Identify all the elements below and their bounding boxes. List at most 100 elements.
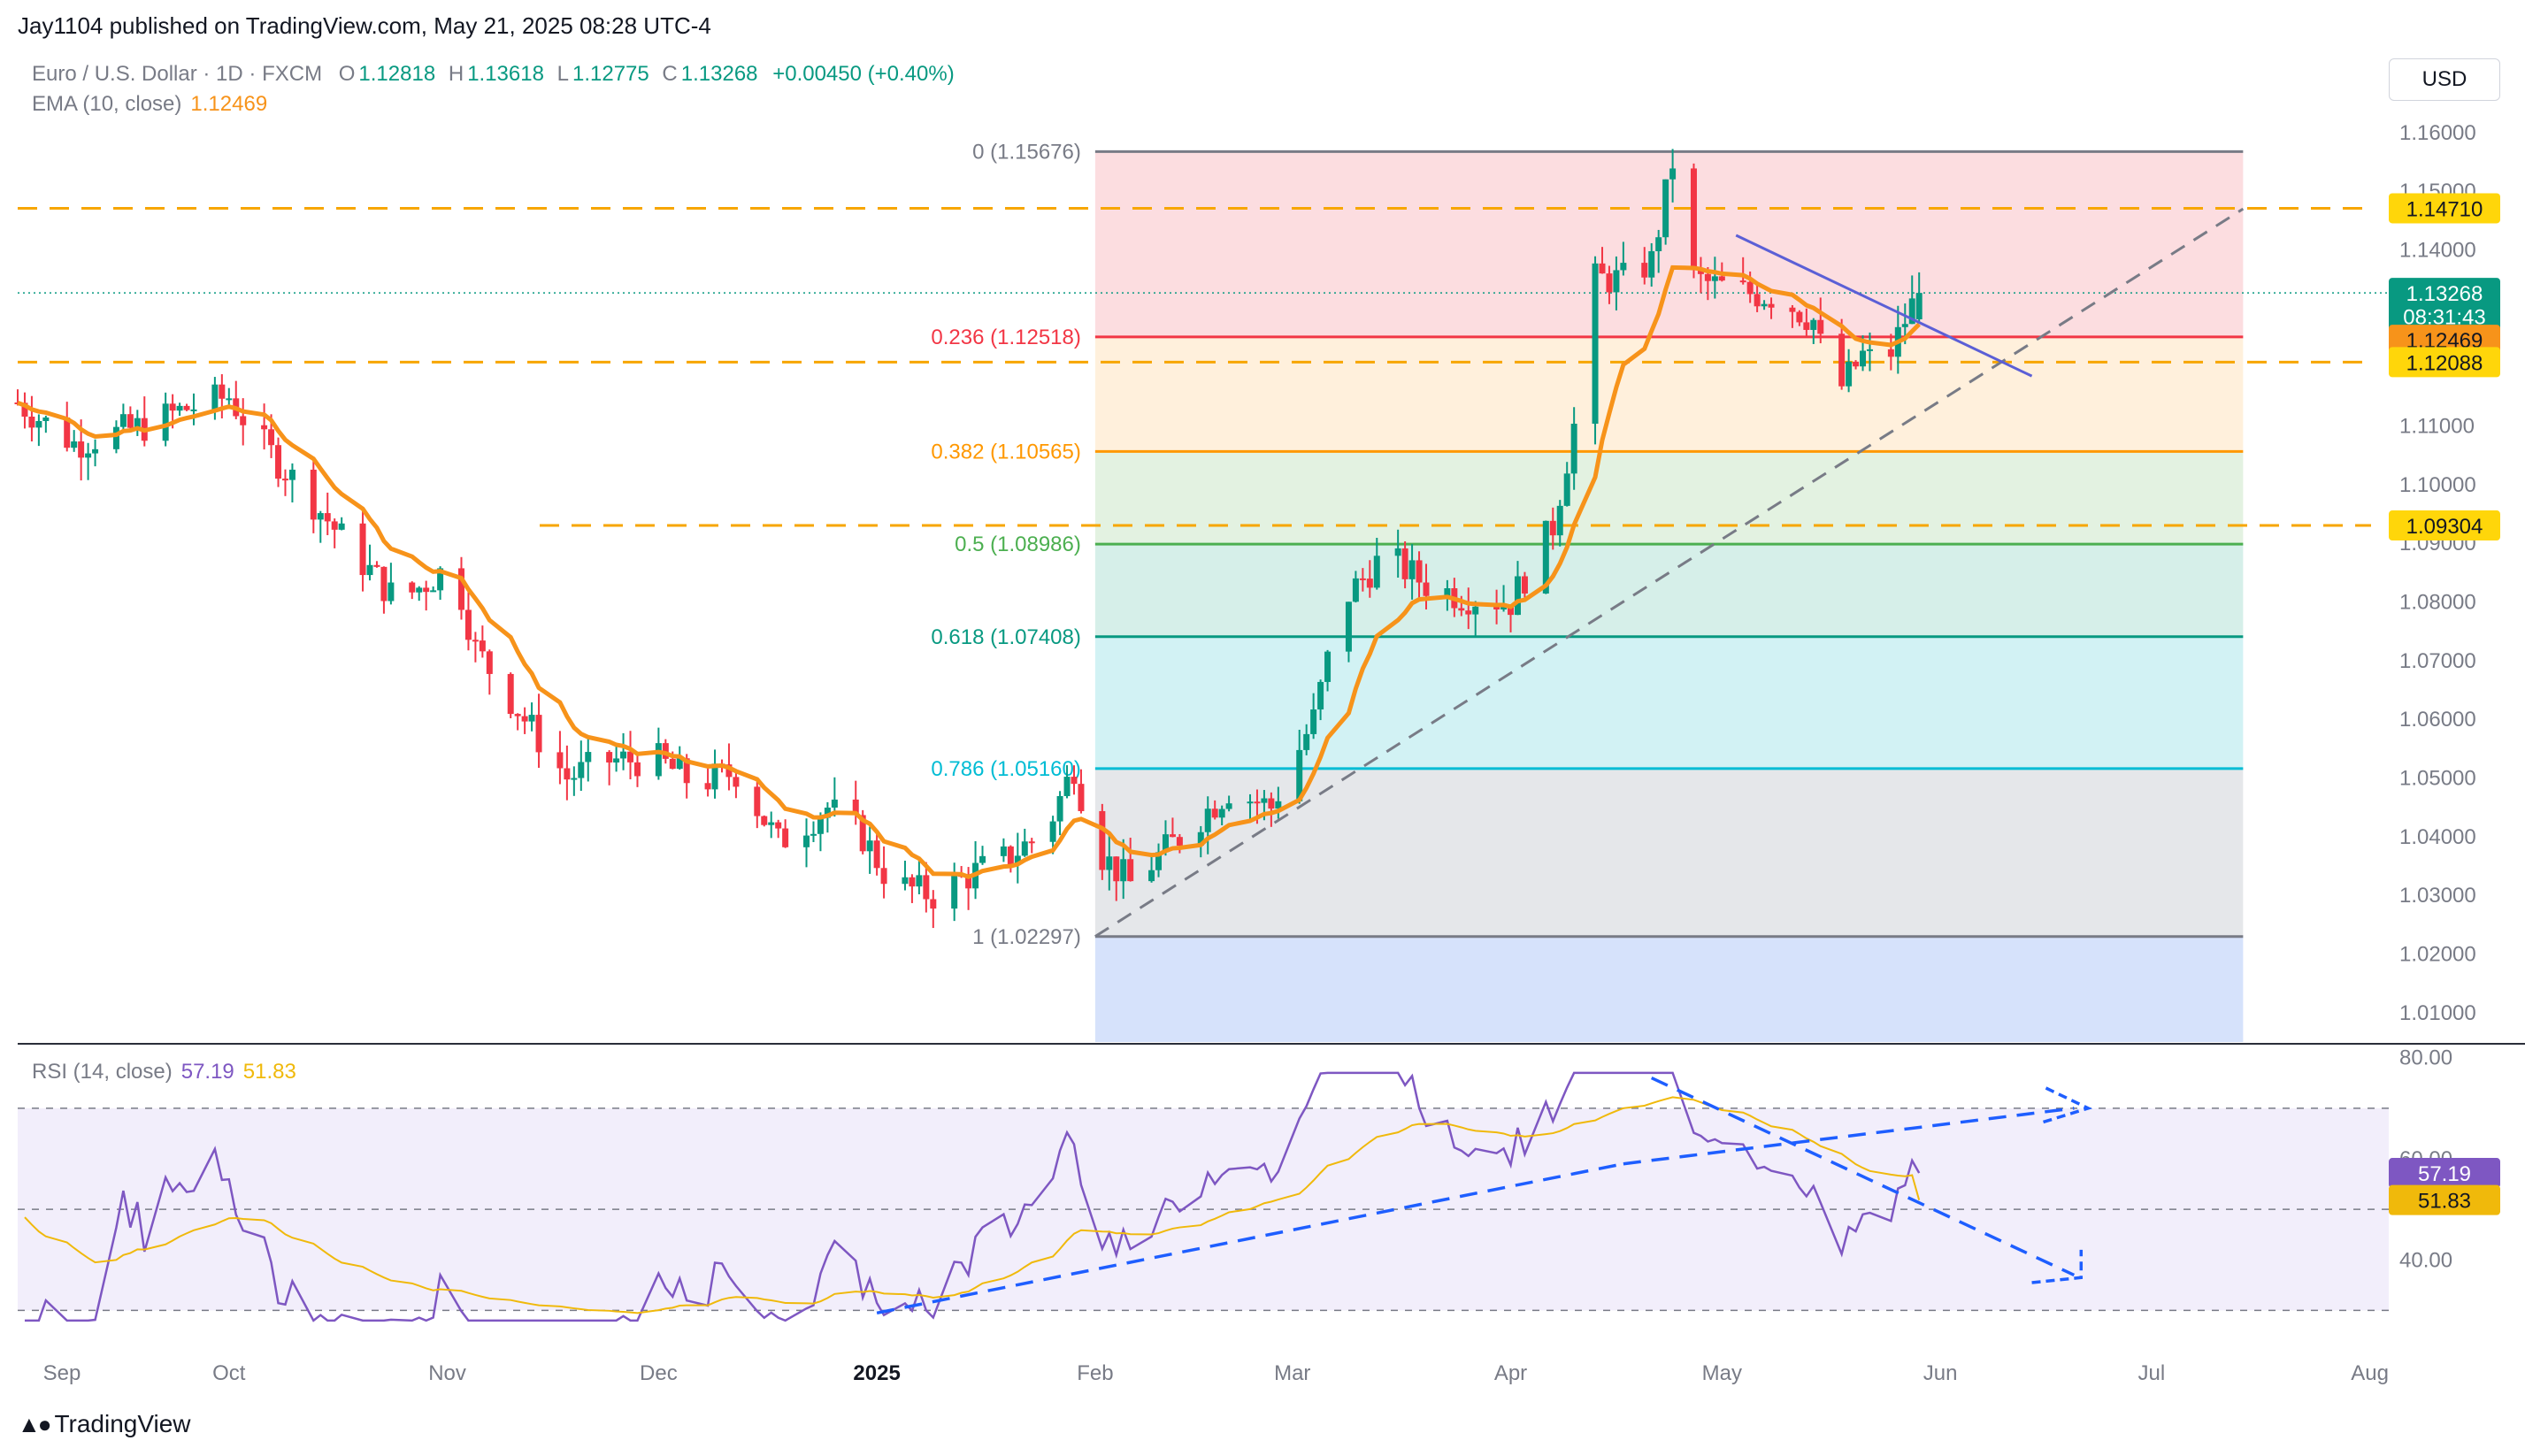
rsi-line xyxy=(24,1071,1921,1322)
candle-body xyxy=(1789,307,1796,312)
time-axis-tick: Dec xyxy=(640,1361,678,1385)
candle-body xyxy=(655,743,662,777)
candle-body xyxy=(880,868,887,885)
open-value: 1.12818 xyxy=(358,62,436,86)
candle-body xyxy=(472,640,479,642)
candle-body xyxy=(1197,831,1204,846)
candle-body xyxy=(464,609,472,640)
candle-body xyxy=(1401,548,1408,579)
open-label: O xyxy=(338,62,356,86)
candle-body xyxy=(211,384,219,410)
candle-body xyxy=(42,417,50,421)
candle-body xyxy=(1838,333,1846,387)
candle-body xyxy=(521,716,528,722)
candle-body xyxy=(1275,801,1282,809)
candle-body xyxy=(1444,587,1451,596)
candle-body xyxy=(1620,263,1627,271)
candle-body xyxy=(627,751,634,762)
price-axis-tick: 1.04000 xyxy=(2399,825,2476,849)
candle-body xyxy=(909,877,916,887)
fib-level-label: 0.786 (1.05160) xyxy=(931,757,1080,781)
candle-body xyxy=(1359,578,1366,580)
candle-body xyxy=(810,833,817,836)
candle-body xyxy=(1120,859,1127,882)
candle-body xyxy=(514,714,521,717)
candle-body xyxy=(430,590,437,593)
change-value: +0.00450 (+0.40%) xyxy=(772,62,955,86)
candle-body xyxy=(317,513,324,520)
candle-body xyxy=(219,384,226,399)
candle-body xyxy=(1261,798,1268,803)
candle-body xyxy=(831,799,838,808)
price-axis-tick: 1.03000 xyxy=(2399,884,2476,908)
candle-body xyxy=(331,521,338,530)
candle-body xyxy=(162,403,169,441)
candle-body xyxy=(457,568,464,610)
candle-body xyxy=(725,764,733,778)
candle-body xyxy=(1866,349,1873,351)
candle-body xyxy=(965,876,972,889)
candle-body xyxy=(1704,273,1711,281)
falling-resistance-trendline xyxy=(1735,234,2033,378)
price-axis-tick: 1.08000 xyxy=(2399,591,2476,615)
candle-body xyxy=(288,469,295,480)
candle-body xyxy=(486,651,493,674)
candle-body xyxy=(1711,276,1718,281)
candle-body xyxy=(1394,548,1401,556)
candle-body xyxy=(1078,784,1085,811)
candle-body xyxy=(1458,608,1465,611)
rsi-falling-trendline xyxy=(1650,1076,2076,1277)
candle-body xyxy=(775,822,782,829)
candle-body xyxy=(923,875,930,900)
candle-body xyxy=(1592,263,1599,425)
fib-zone xyxy=(1094,768,2244,937)
candle-body xyxy=(676,758,683,770)
rsi-label: RSI (14, close) xyxy=(32,1060,173,1084)
candle-body xyxy=(768,822,775,825)
fib-level-label: 1 (1.02297) xyxy=(972,925,1081,949)
candle-body xyxy=(1853,361,1860,367)
candle-body xyxy=(1225,803,1232,809)
candle-body xyxy=(78,441,85,458)
currency-button[interactable]: USD xyxy=(2389,58,2500,101)
price-axis-tick: 1.14000 xyxy=(2399,239,2476,263)
candle-body xyxy=(1662,179,1669,238)
candle-body xyxy=(1641,263,1648,278)
candle-body xyxy=(1810,319,1817,330)
candle-body xyxy=(1014,855,1021,865)
candle-body xyxy=(817,817,824,834)
candle-body xyxy=(1373,556,1380,588)
candle-body xyxy=(71,441,78,448)
candle-body xyxy=(620,751,627,759)
ema-label: EMA (10, close) xyxy=(32,92,182,116)
candle-body xyxy=(1106,856,1113,870)
rsi-rising-trendline xyxy=(876,1161,1624,1315)
candle-body xyxy=(1099,810,1106,870)
candle-body xyxy=(1521,576,1528,594)
candle-body xyxy=(310,469,317,520)
candle-body xyxy=(1028,841,1035,844)
candle-body xyxy=(268,429,275,446)
fib-zone xyxy=(1094,636,2244,769)
candle-body xyxy=(733,777,740,787)
candle-body xyxy=(1846,361,1853,387)
candle-body xyxy=(366,564,373,576)
candle-body xyxy=(1352,578,1359,602)
candle-body xyxy=(711,763,718,790)
candle-body xyxy=(1901,324,1908,327)
price-axis-tick: 1.01000 xyxy=(2399,1001,2476,1025)
candle-body xyxy=(902,877,909,885)
candle-body xyxy=(479,640,486,652)
candle-body xyxy=(1563,473,1570,506)
candle-body xyxy=(683,758,690,784)
candle-body xyxy=(1570,424,1577,474)
high-label: H xyxy=(448,62,464,86)
symbol-title: Euro / U.S. Dollar · 1D · FXCM xyxy=(32,62,323,86)
low-label: L xyxy=(556,62,569,86)
candle-body xyxy=(1739,280,1746,283)
price-axis-label: 1.09304 xyxy=(2406,515,2483,539)
fib-zone xyxy=(1094,336,2244,452)
candle-body xyxy=(1915,293,1923,319)
candle-body xyxy=(1796,311,1803,323)
